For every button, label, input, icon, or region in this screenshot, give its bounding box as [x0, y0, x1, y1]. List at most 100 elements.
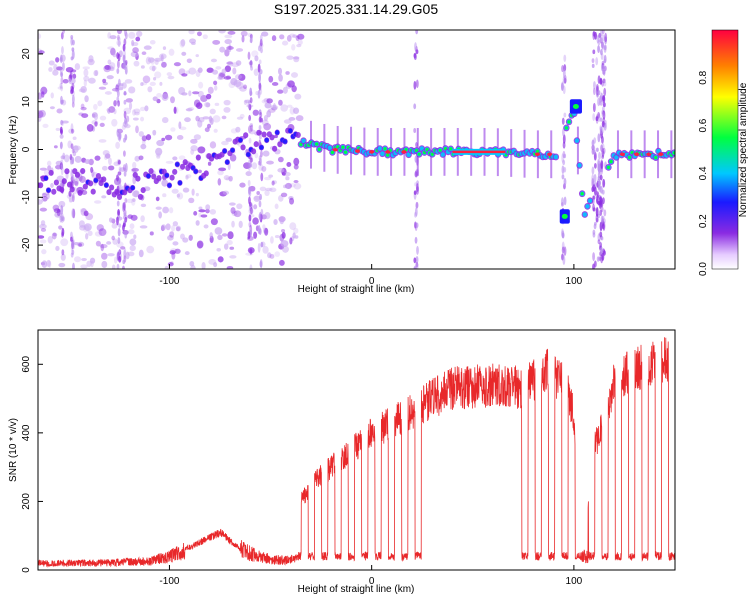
- spectrogram-noise-blob: [262, 224, 266, 230]
- spectrogram-noise-blob: [262, 245, 269, 254]
- spectrogram-streak-blob: [415, 201, 419, 209]
- spectrogram-noise-blob: [236, 203, 243, 210]
- spectrogram-noise-blob: [207, 161, 212, 166]
- spectrogram-ridge-core: [301, 138, 306, 144]
- spectrogram-noise-blob: [74, 256, 82, 263]
- spectrogram-noise-blob: [230, 207, 236, 214]
- spectrogram-ridge-blob: [151, 173, 157, 180]
- spectrogram-noise-blob: [93, 103, 98, 110]
- spectrogram-noise-blob: [240, 30, 248, 37]
- spectrogram-noise-blob: [55, 245, 60, 252]
- spectrogram-noise-blob: [195, 220, 200, 226]
- spectrogram-streak-blob: [247, 179, 251, 187]
- spectrogram-noise-blob: [140, 215, 145, 223]
- spectrogram-noise-blob: [234, 74, 243, 80]
- spectrogram-noise-blob: [138, 155, 144, 161]
- spectrogram-noise-blob: [58, 225, 63, 230]
- spectrogram-ridge-blob: [51, 188, 57, 195]
- spectrogram-noise-blob: [150, 57, 156, 65]
- spectrogram-streak-blob: [258, 45, 261, 52]
- spectrogram-noise-blob: [104, 154, 108, 160]
- snr-frame: [37, 329, 676, 571]
- spectrogram-ylabel: Frequency (Hz): [8, 116, 19, 185]
- spectrogram-noise-blob: [223, 107, 231, 113]
- spectrogram-noise-blob: [111, 223, 118, 229]
- spectrogram-streak-blob: [603, 87, 607, 97]
- spectrogram-noise-blob: [144, 105, 149, 112]
- spectrogram-noise-blob: [226, 240, 233, 246]
- spectrogram-streak-blob: [60, 215, 64, 224]
- spectrogram-noise-blob: [131, 198, 136, 206]
- spectrogram-streak-blob: [600, 254, 604, 264]
- spectrogram-ridge-core: [264, 137, 269, 143]
- spectrogram-noise-blob: [253, 195, 261, 202]
- spectrogram-noise-blob: [264, 189, 270, 197]
- spectrogram-streak-blob: [600, 160, 604, 170]
- spectrogram-streak-blob: [601, 150, 605, 157]
- spectrogram-streak-blob: [413, 53, 417, 60]
- snr-y-tick-label: 0: [21, 567, 32, 573]
- spectrogram-ridge-blob: [114, 188, 120, 195]
- spectrogram-noise-blob: [254, 55, 259, 62]
- spectrogram-ridge-blob: [77, 189, 83, 196]
- spectrogram-noise-blob: [248, 129, 256, 135]
- spectrogram-noise-blob: [124, 79, 133, 84]
- spectrogram-noise-blob: [281, 231, 286, 239]
- spectrogram-streak-blob: [595, 116, 599, 122]
- spectrogram-noise-blob: [263, 114, 268, 122]
- spectrogram-streak-blob: [414, 171, 418, 178]
- spectrogram-noise-blob: [228, 175, 233, 182]
- spectrogram-noise-blob: [280, 104, 289, 112]
- spectrogram-noise-blob: [167, 75, 175, 80]
- spectrogram-noise-blob: [86, 123, 94, 132]
- spectrogram-noise-blob: [221, 115, 227, 120]
- spectrogram-noise-blob: [217, 234, 223, 241]
- colorbar-tick-label: 0.6: [698, 118, 709, 132]
- spectrogram-streak-blob: [594, 31, 597, 40]
- spectrogram-ridge-blob: [250, 148, 257, 155]
- spectrogram-noise-blob: [104, 91, 112, 95]
- spectrogram-noise-blob: [197, 169, 202, 174]
- spectrogram-streak-blob: [250, 65, 253, 71]
- spectrogram-noise-blob: [82, 224, 90, 233]
- spectrogram-streak-blob: [599, 195, 603, 204]
- spectrogram-streak-blob: [561, 230, 565, 238]
- spectrogram-noise-blob: [272, 180, 277, 185]
- spectrogram-noise-blob: [155, 147, 163, 156]
- spectrogram-noise-blob: [60, 155, 65, 160]
- spectrogram-streak-blob: [592, 232, 596, 238]
- spectrogram-streak-blob: [247, 231, 251, 240]
- spectrogram-noise-blob: [112, 53, 117, 58]
- spectrogram-streak-blob: [602, 34, 605, 42]
- spectrogram-ridge-core: [93, 178, 99, 183]
- spectrogram-streak-blob: [561, 65, 564, 73]
- spectrogram-streak-blob: [595, 190, 599, 196]
- spectrogram-noise-blob: [223, 76, 232, 80]
- spectrogram-streak-blob: [600, 30, 603, 37]
- spectrogram-streak-blob: [602, 102, 606, 108]
- spectrogram-noise-blob: [225, 177, 231, 181]
- spectrogram-streak-blob: [123, 38, 127, 46]
- spectrogram-streak-blob: [118, 166, 122, 172]
- spectrogram-streak-blob: [600, 236, 604, 241]
- spectrogram-noise-blob: [68, 128, 75, 134]
- spectrogram-noise-blob: [224, 39, 232, 45]
- spectrogram-noise-blob: [80, 208, 87, 216]
- spectrogram-streak-blob: [247, 100, 251, 109]
- spectrogram-noise-blob: [133, 190, 140, 198]
- spectrogram-noise-blob: [289, 222, 297, 231]
- snr-y-tick-label: 200: [21, 493, 32, 510]
- spectrogram-noise-blob: [134, 111, 140, 116]
- spectrogram-noise-blob: [213, 85, 218, 91]
- spectrogram-ridge-blob: [243, 132, 249, 139]
- spectrogram-noise-blob: [262, 150, 270, 157]
- spectrogram-noise-blob: [206, 93, 212, 100]
- spectrogram-ridge-blob: [90, 188, 96, 195]
- spectrogram-ridge-blob: [156, 175, 162, 182]
- spectrogram-streak-blob: [59, 215, 63, 223]
- spectrogram-noise-blob: [124, 124, 131, 129]
- spectrogram-noise-blob: [111, 118, 118, 127]
- spectrogram-noise-blob: [191, 41, 196, 46]
- spectrogram-noise-blob: [38, 235, 45, 239]
- spectrogram-ridge-blob: [148, 168, 154, 175]
